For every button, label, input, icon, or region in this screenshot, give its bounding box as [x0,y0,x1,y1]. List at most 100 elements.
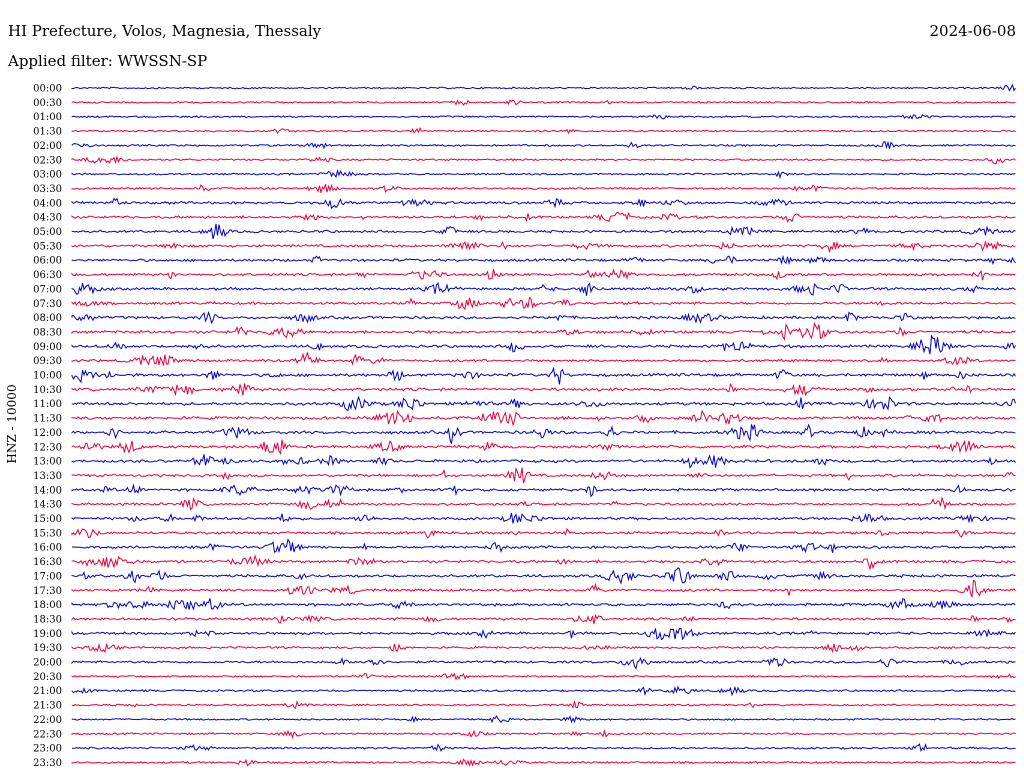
row-time-label: 13:30 [33,471,62,482]
row-time-label: 18:00 [33,600,62,611]
row-time-label: 06:30 [33,270,62,281]
seismic-trace-row [71,281,1016,296]
row-time-label: 15:00 [33,514,62,525]
seismic-trace-row [71,254,1016,266]
row-time-label: 11:00 [33,399,62,410]
row-time-label: 11:30 [33,414,62,425]
seismic-trace-row [71,395,1016,411]
row-time-label: 06:00 [33,256,62,267]
filter-label: Applied filter: WWSSN-SP [8,52,208,70]
seismic-trace-row [71,197,1016,210]
row-time-label: 21:30 [33,701,62,712]
seismic-trace-row [71,114,1016,120]
row-time-label: 20:00 [33,658,62,669]
seismic-trace-row [71,126,1016,135]
row-time-label: 05:30 [33,241,62,252]
row-time-label: 14:00 [33,485,62,496]
seismic-trace-row [71,554,1016,571]
seismic-trace-row [71,423,1016,444]
seismic-trace-row [71,672,1016,681]
row-time-label: 04:00 [33,198,62,209]
row-time-label: 21:00 [33,686,62,697]
row-time-label: 00:00 [33,84,62,95]
seismic-trace-row [71,321,1016,341]
seismic-trace-row [71,567,1016,585]
row-time-label: 02:30 [33,155,62,166]
row-time-label: 04:30 [33,213,62,224]
seismic-trace-row [71,700,1016,710]
row-time-label: 18:30 [33,614,62,625]
row-time-label: 10:00 [33,371,62,382]
seismic-trace-row [71,351,1016,366]
seismic-trace-row [71,296,1016,310]
row-time-label: 12:30 [33,442,62,453]
row-time-label: 08:00 [33,313,62,324]
seismic-trace-row [71,211,1016,223]
seismic-trace-row [71,223,1016,240]
seismic-trace-row [71,743,1016,753]
seismic-trace-row [71,627,1016,641]
row-time-label: 05:00 [33,227,62,238]
seismic-trace-row [71,310,1016,325]
row-time-label: 17:00 [33,571,62,582]
seismic-trace-row [71,409,1016,427]
seismic-trace-row [71,366,1016,385]
row-time-label: 03:30 [33,184,62,195]
seismic-trace-row [71,656,1016,670]
row-time-label: 23:30 [33,758,62,769]
row-time-label: 02:00 [33,141,62,152]
row-time-label: 09:30 [33,356,62,367]
row-time-label: 15:30 [33,528,62,539]
row-time-label: 10:30 [33,385,62,396]
seismic-trace-row [71,168,1016,180]
row-time-label: 01:30 [33,127,62,138]
station-title: HI Prefecture, Volos, Magnesia, Thessaly [8,22,322,40]
row-time-label: 12:00 [33,428,62,439]
row-time-label: 19:00 [33,629,62,640]
seismic-trace-row [71,685,1016,697]
row-time-label: 03:00 [33,170,62,181]
row-time-label: 08:30 [33,327,62,338]
seismic-trace-row [71,240,1016,254]
row-time-label: 22:00 [33,715,62,726]
row-time-label: 19:30 [33,643,62,654]
date-label: 2024-06-08 [929,22,1016,40]
row-time-label: 07:30 [33,299,62,310]
seismic-trace-row [71,466,1016,484]
seismic-trace-row [71,758,1016,767]
seismic-trace-row [71,527,1016,539]
seismic-trace-row [71,579,1016,598]
seismic-trace-row [71,729,1016,740]
row-time-label: 23:00 [33,744,62,755]
seismic-trace-row [71,454,1016,469]
seismic-trace-row [71,439,1016,455]
row-time-label: 01:00 [33,112,62,123]
row-time-label: 20:30 [33,672,62,683]
row-time-label: 00:30 [33,98,62,109]
seismic-trace-row [71,512,1016,524]
seismic-trace-row [71,483,1016,498]
seismic-trace-row [71,183,1016,194]
row-time-label: 07:00 [33,284,62,295]
seismic-trace-row [71,83,1016,92]
seismic-trace-row [71,642,1016,654]
seismic-trace-row [71,155,1016,165]
row-time-label: 17:30 [33,586,62,597]
row-time-label: 14:30 [33,500,62,511]
seismic-trace-row [71,334,1016,355]
seismic-trace-row [71,613,1016,625]
seismic-trace-row [71,538,1016,554]
row-time-label: 16:30 [33,557,62,568]
seismic-trace-row [71,99,1016,106]
seismic-trace-row [71,496,1016,511]
row-time-label: 22:30 [33,729,62,740]
row-time-label: 16:00 [33,543,62,554]
seismic-trace-row [71,715,1016,724]
row-time-label: 13:00 [33,457,62,468]
seismic-trace-row [71,268,1016,281]
seismic-trace-row [71,597,1016,611]
seismic-trace-row [71,140,1016,150]
seismic-trace-row [71,383,1016,397]
row-time-label: 09:00 [33,342,62,353]
